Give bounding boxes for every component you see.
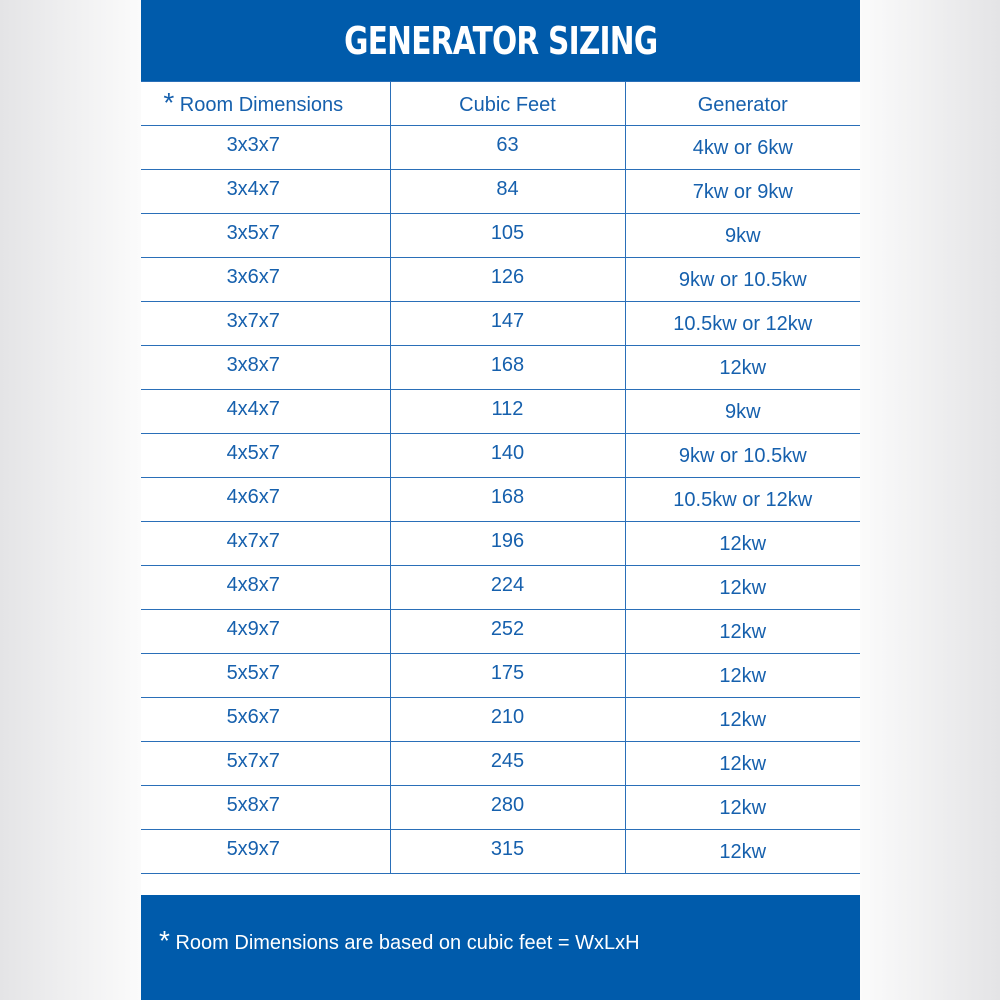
- cell-room-dimensions: 4x6x7: [141, 477, 391, 522]
- cell-room-dimensions: 3x4x7: [141, 169, 391, 214]
- cell-generator: 10.5kw or 12kw: [624, 477, 860, 522]
- sizing-table: * Room Dimensions Cubic Feet Generator 3…: [141, 81, 860, 874]
- table-row: 3x7x7 147 10.5kw or 12kw: [141, 301, 860, 346]
- cell-cubic-feet: 168: [389, 477, 626, 522]
- cell-room-dimensions: 4x7x7: [141, 521, 391, 566]
- page-title: GENERATOR SIZING: [343, 18, 658, 63]
- cell-generator: 12kw: [624, 785, 860, 830]
- cell-room-dimensions: 3x6x7: [141, 257, 391, 302]
- footer: * Room Dimensions are based on cubic fee…: [141, 895, 860, 1000]
- table-row: 3x6x7 126 9kw or 10.5kw: [141, 257, 860, 302]
- cell-generator: 12kw: [624, 565, 860, 610]
- cell-generator: 12kw: [624, 741, 860, 786]
- table-row: 4x5x7 140 9kw or 10.5kw: [141, 433, 860, 478]
- cell-room-dimensions: 5x6x7: [141, 697, 391, 742]
- cell-cubic-feet: 126: [389, 257, 626, 302]
- cell-cubic-feet: 245: [389, 741, 626, 786]
- cell-room-dimensions: 5x8x7: [141, 785, 391, 830]
- table-row: 4x9x7 252 12kw: [141, 609, 860, 654]
- cell-room-dimensions: 5x9x7: [141, 829, 391, 874]
- header-generator: Generator: [624, 81, 860, 126]
- cell-cubic-feet: 147: [389, 301, 626, 346]
- cell-generator: 9kw: [624, 213, 860, 258]
- table-row: 5x5x7 175 12kw: [141, 653, 860, 698]
- cell-generator: 9kw or 10.5kw: [624, 257, 860, 302]
- table-row: 5x9x7 315 12kw: [141, 829, 860, 874]
- footnote-text: Room Dimensions are based on cubic feet …: [175, 932, 640, 954]
- cell-cubic-feet: 63: [389, 125, 626, 170]
- cell-cubic-feet: 315: [389, 829, 626, 874]
- header-label: Room Dimensions: [179, 94, 344, 116]
- table-row: 5x6x7 210 12kw: [141, 697, 860, 742]
- cell-generator: 9kw or 10.5kw: [624, 433, 860, 478]
- cell-room-dimensions: 3x5x7: [141, 213, 391, 258]
- cell-room-dimensions: 4x4x7: [141, 389, 391, 434]
- table-row: 3x3x7 63 4kw or 6kw: [141, 125, 860, 170]
- cell-cubic-feet: 140: [389, 433, 626, 478]
- cell-cubic-feet: 224: [389, 565, 626, 610]
- cell-generator: 10.5kw or 12kw: [624, 301, 860, 346]
- table-row: 4x4x7 112 9kw: [141, 389, 860, 434]
- cell-generator: 7kw or 9kw: [624, 169, 860, 214]
- cell-generator: 9kw: [624, 389, 860, 434]
- header-cubic-feet: Cubic Feet: [389, 81, 626, 126]
- table-row: 4x7x7 196 12kw: [141, 521, 860, 566]
- cell-room-dimensions: 4x9x7: [141, 609, 391, 654]
- cell-room-dimensions: 4x8x7: [141, 565, 391, 610]
- title-bar: GENERATOR SIZING: [141, 0, 860, 81]
- table-row: 3x8x7 168 12kw: [141, 345, 860, 390]
- generator-sizing-card: GENERATOR SIZING * Room Dimensions Cubic…: [141, 0, 860, 1000]
- cell-generator: 12kw: [624, 345, 860, 390]
- footnote: * Room Dimensions are based on cubic fee…: [159, 927, 640, 955]
- cell-cubic-feet: 175: [389, 653, 626, 698]
- cell-cubic-feet: 210: [389, 697, 626, 742]
- cell-generator: 4kw or 6kw: [624, 125, 860, 170]
- header-room-dimensions: * Room Dimensions: [141, 81, 391, 126]
- cell-room-dimensions: 4x5x7: [141, 433, 391, 478]
- table-header-row: * Room Dimensions Cubic Feet Generator: [141, 81, 860, 126]
- table-row: 3x4x7 84 7kw or 9kw: [141, 169, 860, 214]
- cell-generator: 12kw: [624, 829, 860, 874]
- cell-generator: 12kw: [624, 609, 860, 654]
- table-row: 4x6x7 168 10.5kw or 12kw: [141, 477, 860, 522]
- cell-cubic-feet: 105: [389, 213, 626, 258]
- asterisk-marker: *: [159, 925, 170, 956]
- cell-room-dimensions: 5x7x7: [141, 741, 391, 786]
- cell-cubic-feet: 280: [389, 785, 626, 830]
- cell-generator: 12kw: [624, 697, 860, 742]
- table-row: 3x5x7 105 9kw: [141, 213, 860, 258]
- cell-cubic-feet: 196: [389, 521, 626, 566]
- cell-room-dimensions: 3x3x7: [141, 125, 391, 170]
- cell-cubic-feet: 84: [389, 169, 626, 214]
- cell-room-dimensions: 3x7x7: [141, 301, 391, 346]
- table-row: 5x8x7 280 12kw: [141, 785, 860, 830]
- cell-generator: 12kw: [624, 653, 860, 698]
- cell-cubic-feet: 168: [389, 345, 626, 390]
- table-row: 4x8x7 224 12kw: [141, 565, 860, 610]
- cell-room-dimensions: 3x8x7: [141, 345, 391, 390]
- cell-generator: 12kw: [624, 521, 860, 566]
- cell-cubic-feet: 252: [389, 609, 626, 654]
- cell-cubic-feet: 112: [389, 389, 626, 434]
- table-row: 5x7x7 245 12kw: [141, 741, 860, 786]
- asterisk-marker: *: [163, 87, 175, 118]
- cell-room-dimensions: 5x5x7: [141, 653, 391, 698]
